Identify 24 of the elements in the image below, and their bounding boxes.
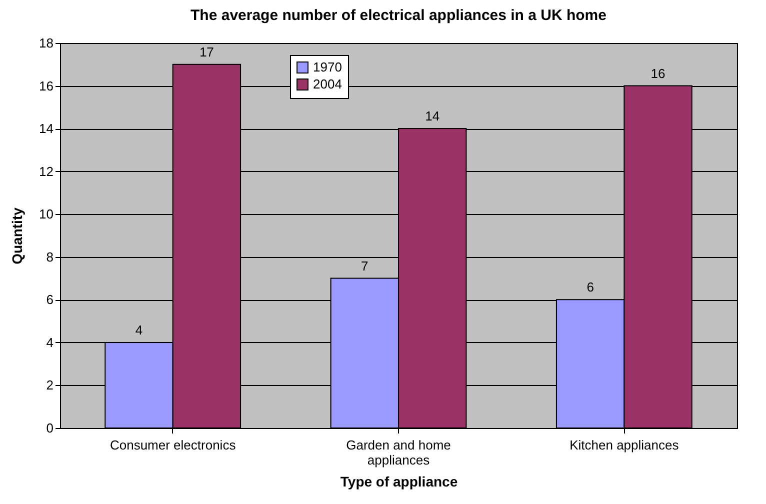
y-tick-label: 14 [39,121,54,136]
legend-label: 2004 [313,76,342,92]
y-tick-label: 12 [39,164,54,179]
y-tick-label: 18 [39,36,54,50]
y-tick-label: 6 [46,292,54,308]
data-label: 16 [650,66,666,81]
y-tick-label: 4 [46,334,54,350]
data-label: 7 [361,258,368,274]
data-label: 14 [425,108,440,124]
x-tick-label: Consumer electronics [110,438,236,452]
y-tick-label: 0 [46,420,54,436]
y-tick-label: 2 [46,378,54,393]
legend-label: 1970 [313,60,342,74]
data-label: 17 [199,44,214,60]
x-tick-label: Kitchen appliances [570,438,680,452]
y-tick-label: 16 [39,78,54,94]
x-tick-label: Garden and home appliances [346,438,451,468]
y-tick-label: 8 [46,249,54,264]
chart-title: The average number of electrical appliances in a UK home [190,7,606,24]
data-label: 4 [135,322,143,338]
y-tick-label: 10 [39,206,54,222]
y-axis-title: Quantity [9,207,26,264]
x-axis-title: Type of appliance [340,474,458,490]
data-label: 6 [586,280,594,295]
